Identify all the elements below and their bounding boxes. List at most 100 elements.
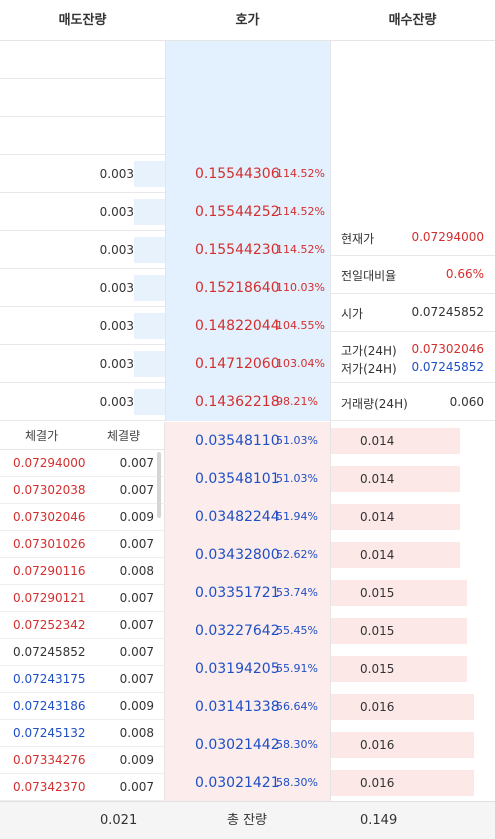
ask-price-cell[interactable]: 0.15218640 110.03%	[165, 269, 330, 307]
bid-price-cell[interactable]: 0.03227642 55.45%	[165, 612, 330, 650]
ask-change-pct: 103.04%	[276, 357, 325, 370]
trade-qty: 0.009	[119, 753, 154, 767]
bid-price-cell[interactable]: 0.03548110 51.03%	[165, 422, 330, 460]
trade-history: 체결가 체결량 0.07294000 0.007 0.07302038 0.007 0.…	[0, 422, 165, 801]
column-divider	[330, 41, 331, 801]
trade-price-header: 체결가	[25, 429, 59, 443]
bid-qty: 0.014	[360, 472, 395, 486]
bid-change-pct: 52.62%	[276, 548, 318, 561]
ask-price-cell	[165, 117, 330, 155]
volume-label: 거래량(24H)	[341, 397, 408, 411]
trade-price: 0.07301026	[13, 537, 86, 551]
ask-change-pct: 114.52%	[276, 205, 325, 218]
bid-price: 0.03548110	[195, 433, 280, 449]
bid-price: 0.03432800	[195, 547, 280, 563]
bid-price-cell[interactable]: 0.03021421 58.30%	[165, 764, 330, 802]
info-open-price: 시가 0.07245852	[331, 294, 495, 332]
ask-qty: 0.003	[99, 357, 134, 371]
low-price-value: 0.07245852	[411, 360, 484, 374]
trade-price: 0.07252342	[13, 618, 86, 632]
bid-row[interactable]: 0.03482244 51.94% 0.014	[165, 498, 495, 536]
ask-price: 0.15544230	[195, 242, 280, 258]
bid-price-cell[interactable]: 0.03482244 51.94%	[165, 498, 330, 536]
trade-qty: 0.007	[119, 456, 154, 470]
bid-price-cell[interactable]: 0.03432800 52.62%	[165, 536, 330, 574]
ask-price-cell	[165, 41, 330, 79]
bid-price-cell[interactable]: 0.03351721 53.74%	[165, 574, 330, 612]
ask-qty-cell	[0, 41, 165, 79]
ask-price-cell[interactable]: 0.14822044 104.55%	[165, 307, 330, 345]
info-high-low: 고가(24H) 0.07302046 저가(24H) 0.07245852	[331, 332, 495, 383]
bid-price-cell[interactable]: 0.03141338 56.64%	[165, 688, 330, 726]
bid-volume-bar	[330, 732, 474, 758]
trade-price: 0.07290121	[13, 591, 86, 605]
ask-qty-cell: 0.003	[0, 193, 165, 231]
total-buy-remaining: 0.149	[360, 813, 398, 828]
buy-remaining-header: 매수잔량	[388, 13, 437, 28]
bid-price: 0.03482244	[195, 509, 280, 525]
ask-volume-bar	[134, 389, 165, 415]
trade-history-scrollbar[interactable]	[157, 452, 161, 518]
ask-volume-bar	[134, 313, 165, 339]
ask-qty-cell	[0, 117, 165, 155]
bid-price: 0.03194205	[195, 661, 280, 677]
ask-price-cell[interactable]: 0.14362218 98.21%	[165, 383, 330, 421]
total-remaining-footer: 0.021 총 잔량 0.149	[0, 801, 495, 839]
trade-qty: 0.009	[119, 699, 154, 713]
price-header: 호가	[235, 13, 260, 28]
change-rate-value: 0.66%	[445, 267, 484, 281]
ask-volume-bar	[134, 237, 165, 263]
trade-price: 0.07243186	[13, 699, 86, 713]
bid-price: 0.03141338	[195, 699, 280, 715]
ask-row[interactable]: 0.003 0.15544230 114.52%	[0, 231, 330, 269]
ask-price: 0.15544252	[195, 204, 280, 220]
ask-change-pct: 114.52%	[276, 167, 325, 180]
ask-price-cell[interactable]: 0.15544252 114.52%	[165, 193, 330, 231]
bid-row[interactable]: 0.03227642 55.45% 0.015	[165, 612, 495, 650]
trade-row: 0.07243175 0.007	[0, 666, 165, 693]
trade-price: 0.07302046	[13, 510, 86, 524]
orderbook-header: 매도잔량 호가 매수잔량	[0, 0, 495, 41]
bid-price-cell[interactable]: 0.03194205 55.91%	[165, 650, 330, 688]
trade-qty: 0.009	[119, 510, 154, 524]
ask-row[interactable]: 0.003 0.14712060 103.04%	[0, 345, 330, 383]
ask-qty: 0.003	[99, 395, 134, 409]
trade-row: 0.07245132 0.008	[0, 720, 165, 747]
bid-price-cell[interactable]: 0.03021442 58.30%	[165, 726, 330, 764]
trade-qty: 0.007	[119, 618, 154, 632]
bid-qty: 0.014	[360, 510, 395, 524]
market-info-panel: 현재가 0.07294000 전일대비율 0.66% 시가 0.07245852…	[331, 218, 495, 421]
trade-qty-header: 체결량	[107, 429, 141, 443]
ask-price-cell[interactable]: 0.15544306 114.52%	[165, 155, 330, 193]
bid-row[interactable]: 0.03351721 53.74% 0.015	[165, 574, 495, 612]
bid-row[interactable]: 0.03021421 58.30% 0.016	[165, 764, 495, 802]
trade-qty: 0.008	[119, 726, 154, 740]
open-price-value: 0.07245852	[411, 305, 484, 319]
trade-price: 0.07290116	[13, 564, 86, 578]
bid-row[interactable]: 0.03021442 58.30% 0.016	[165, 726, 495, 764]
bid-volume-bar	[330, 428, 460, 454]
bid-price-cell[interactable]: 0.03548101 51.03%	[165, 460, 330, 498]
ask-price-cell[interactable]: 0.14712060 103.04%	[165, 345, 330, 383]
open-price-label: 시가	[341, 307, 364, 321]
bid-price: 0.03351721	[195, 585, 280, 601]
ask-row[interactable]: 0.003 0.15218640 110.03%	[0, 269, 330, 307]
ask-price-cell[interactable]: 0.15544230 114.52%	[165, 231, 330, 269]
sell-remaining-header: 매도잔량	[58, 13, 107, 28]
bid-qty-cell: 0.016	[330, 764, 495, 802]
ask-price: 0.15218640	[195, 280, 280, 296]
trade-price: 0.07342370	[13, 780, 86, 794]
ask-price: 0.14712060	[195, 356, 280, 372]
ask-price: 0.14822044	[195, 318, 280, 334]
bid-qty: 0.015	[360, 586, 395, 600]
ask-change-pct: 114.52%	[276, 243, 325, 256]
bid-row[interactable]: 0.03548110 51.03% 0.014	[165, 422, 495, 460]
trade-row: 0.07290116 0.008	[0, 558, 165, 585]
trade-qty: 0.007	[119, 672, 154, 686]
bid-change-pct: 51.03%	[276, 434, 318, 447]
ask-qty-cell: 0.003	[0, 269, 165, 307]
ask-qty-cell: 0.003	[0, 383, 165, 421]
bid-qty-cell: 0.015	[330, 650, 495, 688]
volume-value: 0.060	[449, 395, 484, 409]
bid-row[interactable]: 0.03548101 51.03% 0.014	[165, 460, 495, 498]
